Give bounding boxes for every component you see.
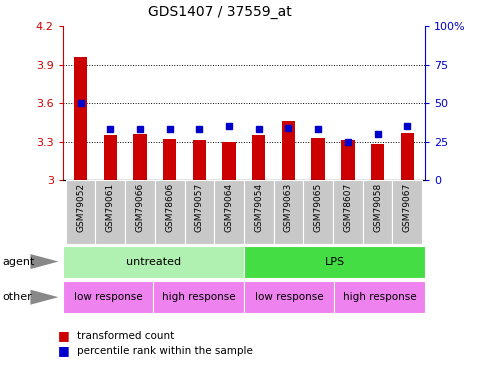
Text: high response: high response (162, 292, 235, 302)
Bar (333, 180, 363, 244)
Bar (66, 180, 96, 244)
Bar (193, 140, 206, 180)
Bar (155, 180, 185, 244)
Bar (63, 246, 244, 278)
Bar (273, 180, 303, 244)
Bar (154, 281, 244, 313)
Text: LPS: LPS (325, 256, 344, 267)
Bar (371, 144, 384, 180)
Bar (335, 281, 425, 313)
Text: GSM79061: GSM79061 (106, 183, 115, 232)
Text: GSM79063: GSM79063 (284, 183, 293, 232)
Bar (312, 138, 325, 180)
Bar (96, 180, 125, 244)
Text: GSM79067: GSM79067 (403, 183, 412, 232)
Text: GDS1407 / 37559_at: GDS1407 / 37559_at (148, 5, 292, 19)
Bar (400, 133, 414, 180)
Text: low response: low response (74, 292, 142, 302)
Bar (363, 180, 392, 244)
Bar (125, 180, 155, 244)
Text: GSM78607: GSM78607 (343, 183, 352, 232)
Bar (222, 142, 236, 180)
Text: GSM79064: GSM79064 (225, 183, 234, 232)
Bar (244, 281, 334, 313)
Bar (214, 180, 244, 244)
Text: GSM79057: GSM79057 (195, 183, 204, 232)
Bar (133, 134, 147, 180)
Text: agent: agent (2, 256, 35, 267)
Text: low response: low response (255, 292, 324, 302)
Text: untreated: untreated (126, 256, 181, 267)
Bar (63, 281, 154, 313)
Bar (282, 121, 295, 180)
Bar (185, 180, 214, 244)
Bar (104, 135, 117, 180)
Text: GSM79058: GSM79058 (373, 183, 382, 232)
Text: other: other (2, 292, 32, 302)
Text: GSM78606: GSM78606 (165, 183, 174, 232)
Text: GSM79066: GSM79066 (136, 183, 144, 232)
Text: transformed count: transformed count (77, 331, 174, 340)
Bar (341, 140, 355, 180)
Polygon shape (30, 290, 58, 304)
Bar (74, 57, 87, 180)
Bar (244, 180, 273, 244)
Bar (252, 135, 266, 180)
Text: GSM79065: GSM79065 (313, 183, 323, 232)
Bar (244, 246, 425, 278)
Text: GSM79052: GSM79052 (76, 183, 85, 232)
Text: GSM79054: GSM79054 (254, 183, 263, 232)
Text: ■: ■ (58, 329, 70, 342)
Bar (163, 139, 176, 180)
Bar (392, 180, 422, 244)
Text: percentile rank within the sample: percentile rank within the sample (77, 346, 253, 355)
Text: high response: high response (343, 292, 416, 302)
Bar (303, 180, 333, 244)
Text: ■: ■ (58, 344, 70, 357)
Polygon shape (30, 254, 58, 269)
